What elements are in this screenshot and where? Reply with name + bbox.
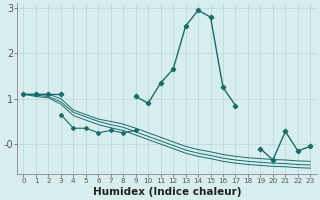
X-axis label: Humidex (Indice chaleur): Humidex (Indice chaleur)	[93, 187, 241, 197]
